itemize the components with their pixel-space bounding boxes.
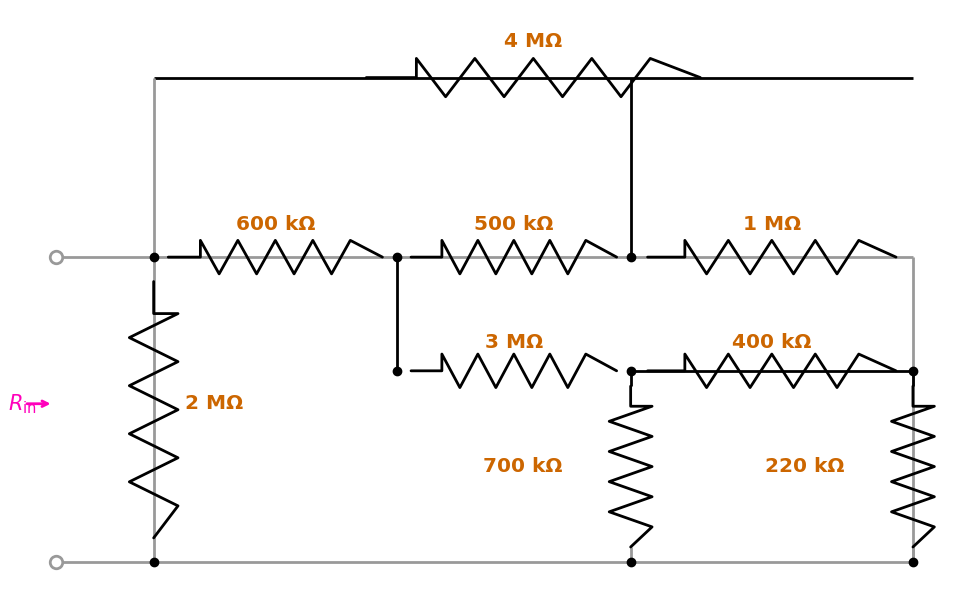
Text: 4 MΩ: 4 MΩ — [504, 31, 561, 51]
Text: 600 kΩ: 600 kΩ — [236, 216, 315, 234]
Text: 700 kΩ: 700 kΩ — [482, 457, 562, 476]
Text: 220 kΩ: 220 kΩ — [765, 457, 844, 476]
Text: 2 MΩ: 2 MΩ — [185, 394, 243, 413]
Text: 3 MΩ: 3 MΩ — [484, 333, 543, 352]
Text: $R_{\mathrm{in}}$: $R_{\mathrm{in}}$ — [8, 392, 36, 416]
Text: 400 kΩ: 400 kΩ — [732, 333, 811, 352]
Text: 1 MΩ: 1 MΩ — [742, 216, 800, 234]
Text: 500 kΩ: 500 kΩ — [473, 216, 553, 234]
